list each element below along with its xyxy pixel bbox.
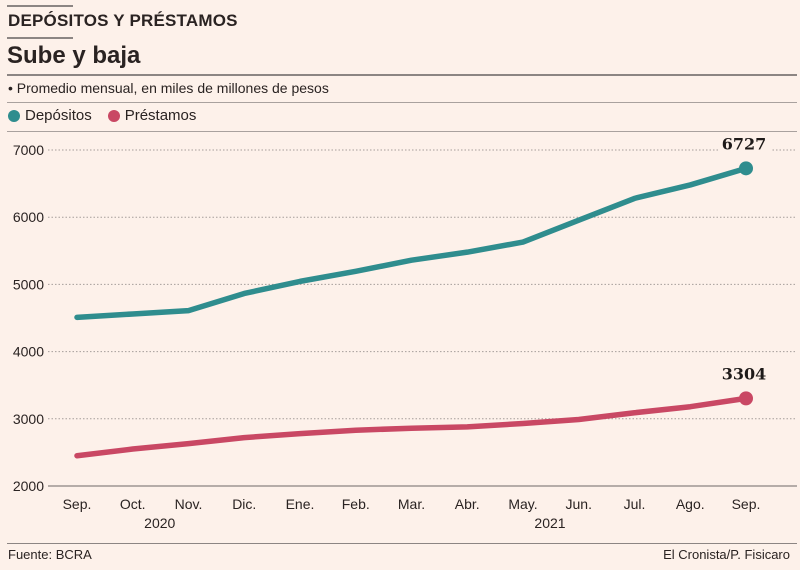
source-note: Fuente: BCRA xyxy=(8,547,92,562)
x-tick-label: Ago. xyxy=(676,496,705,512)
chart-subtitle: • Promedio mensual, en miles de millones… xyxy=(8,80,329,96)
end-value-label: 6727 xyxy=(722,134,767,153)
end-label-bg xyxy=(720,132,772,153)
y-tick-label: 6000 xyxy=(13,209,44,225)
legend: Depósitos Préstamos xyxy=(8,107,212,124)
x-tick-label: Feb. xyxy=(342,496,370,512)
x-tick-label: Dic. xyxy=(232,496,256,512)
x-tick-label: Sep. xyxy=(63,496,92,512)
gridlines xyxy=(48,149,797,487)
legend-item-prestamos: Préstamos xyxy=(107,107,197,124)
legend-label: Depósitos xyxy=(25,107,92,124)
y-tick-label: 4000 xyxy=(13,344,44,360)
x-tick-label: Sep. xyxy=(732,496,761,512)
x-tick-label: Oct. xyxy=(120,496,146,512)
legend-rule xyxy=(7,131,797,132)
y-tick-label: 7000 xyxy=(13,142,44,158)
x-tick-label: Nov. xyxy=(175,496,203,512)
end-point-marker xyxy=(739,391,753,406)
year-label: 2021 xyxy=(534,515,565,531)
legend-dot-icon xyxy=(8,109,20,122)
credit-note: El Cronista/P. Fisicaro xyxy=(663,547,790,562)
x-axis-ticks: Sep. Oct. Nov. Dic. Ene. Feb. Mar. Abr. May. Jun.… xyxy=(63,496,761,531)
legend-label: Préstamos xyxy=(124,107,197,124)
year-label: 2020 xyxy=(144,515,175,531)
x-tick-label: Mar. xyxy=(398,496,425,512)
kicker-rule xyxy=(7,37,73,39)
y-tick-label: 5000 xyxy=(13,276,44,292)
series-lines xyxy=(74,161,753,459)
end-point-marker xyxy=(739,161,753,176)
series-line-depósitos xyxy=(74,165,749,321)
end-labels: 6727 3304 xyxy=(720,132,772,383)
series-line-préstamos xyxy=(74,395,749,459)
top-rule xyxy=(7,5,73,7)
chart-kicker: DEPÓSITOS Y PRÉSTAMOS xyxy=(8,11,238,30)
x-tick-label: Jun. xyxy=(566,496,592,512)
chart-title: Sube y baja xyxy=(7,42,141,69)
title-rule xyxy=(7,74,797,76)
x-tick-label: Abr. xyxy=(455,496,480,512)
x-tick-label: May. xyxy=(508,496,537,512)
subtitle-rule xyxy=(7,102,797,103)
end-value-label: 3304 xyxy=(722,364,767,383)
end-label-bg xyxy=(720,362,772,383)
y-tick-label: 2000 xyxy=(13,478,44,494)
footer-rule xyxy=(7,543,797,544)
legend-dot-icon xyxy=(107,109,120,122)
x-tick-label: Jul. xyxy=(624,496,646,512)
legend-item-depositos: Depósitos xyxy=(8,107,92,124)
y-tick-label: 3000 xyxy=(13,411,44,427)
x-tick-label: Ene. xyxy=(286,496,315,512)
y-axis-ticks: 2000 3000 4000 5000 6000 7000 xyxy=(13,142,44,494)
